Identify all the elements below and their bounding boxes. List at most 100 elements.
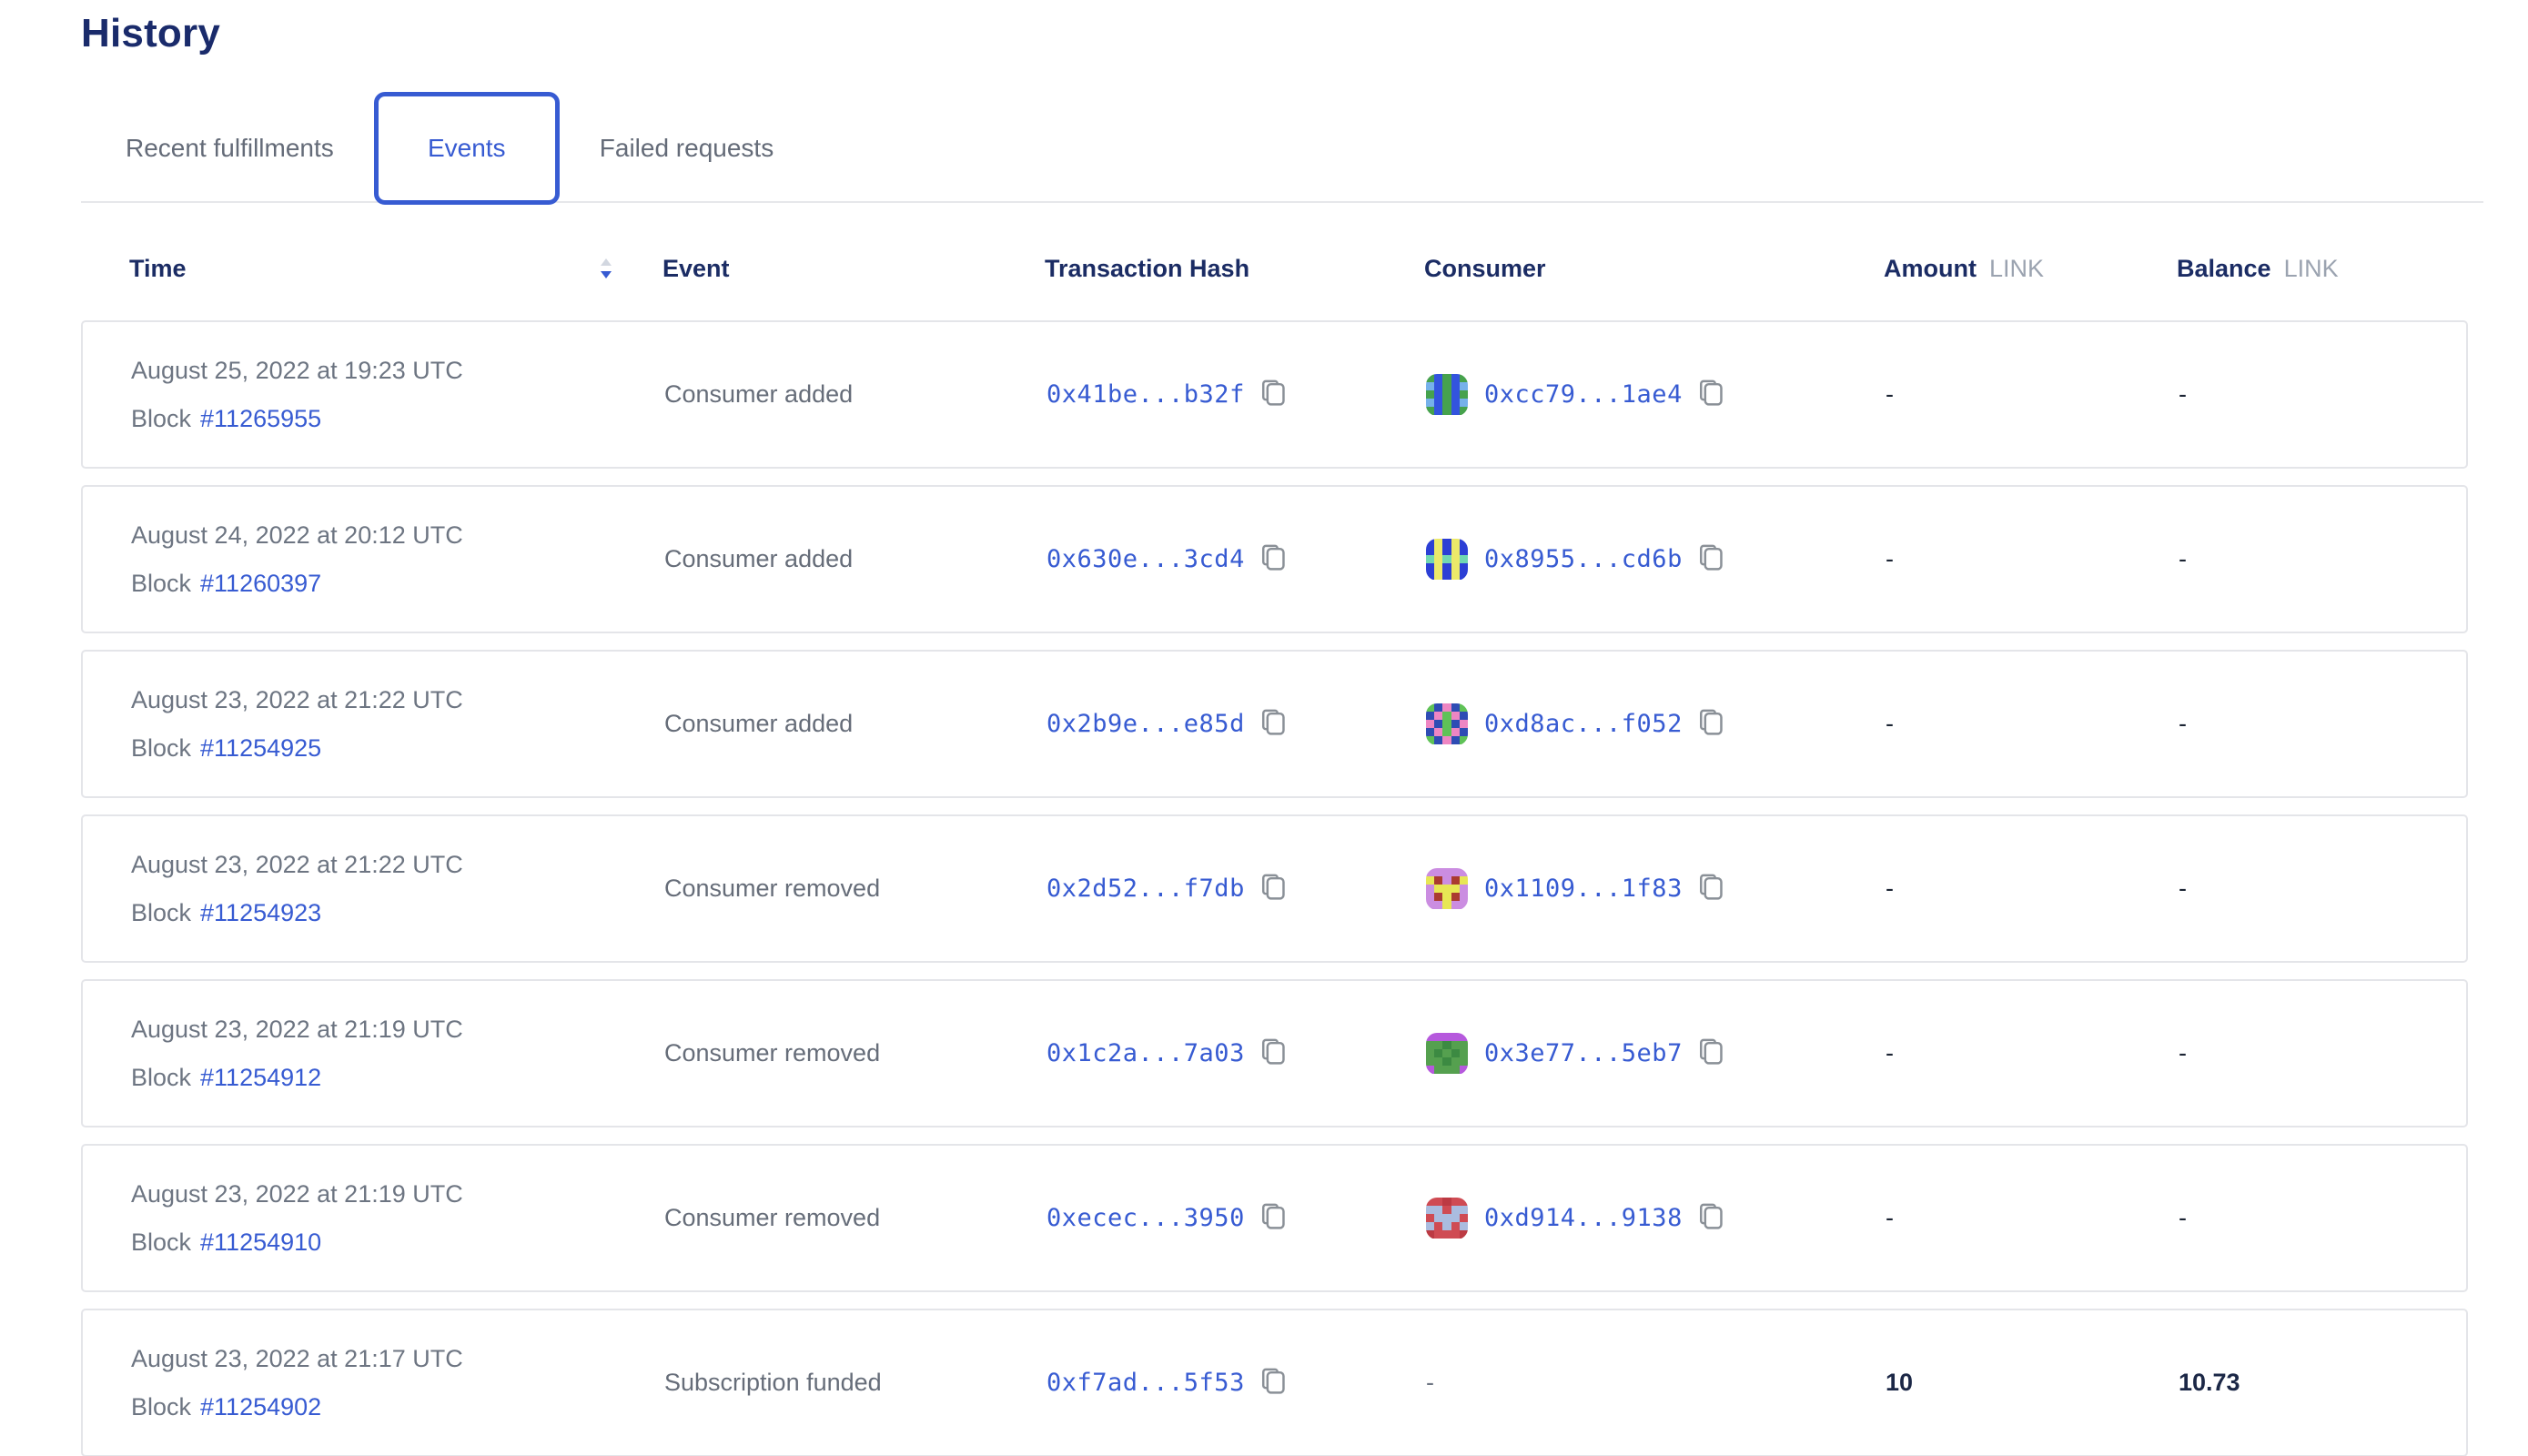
- copy-icon: [1697, 1036, 1726, 1070]
- tx-hash-cell: 0x1c2a...7a03: [1047, 1036, 1426, 1070]
- block-number-link[interactable]: #11254912: [200, 1064, 322, 1091]
- balance-unit-label: LINK: [2283, 254, 2339, 282]
- consumer-cell: -: [1426, 1369, 1886, 1397]
- copy-icon: [1259, 1366, 1289, 1400]
- table-row: August 23, 2022 at 21:17 UTC Block #11254…: [81, 1309, 2468, 1456]
- consumer-avatar: [1426, 373, 1468, 416]
- tx-hash-cell: 0x630e...3cd4: [1047, 542, 1426, 576]
- block-number-link[interactable]: #11254925: [200, 734, 322, 762]
- table-header: Time Event Transaction Hash Consumer Amo…: [81, 239, 2468, 298]
- consumer-cell: 0xcc79...1ae4: [1426, 373, 1886, 416]
- column-header-consumer: Consumer: [1424, 254, 1546, 282]
- copy-tx-hash-button[interactable]: [1259, 707, 1289, 741]
- amount-cell: -: [1886, 1204, 1894, 1231]
- column-header-event: Event: [662, 254, 730, 282]
- tab-events-active[interactable]: Events: [373, 92, 560, 205]
- balance-cell: 10.73: [2179, 1369, 2240, 1396]
- tx-hash-link[interactable]: 0x2d52...f7db: [1047, 875, 1245, 903]
- consumer-address-link[interactable]: 0xd8ac...f052: [1484, 710, 1683, 738]
- row-date: August 23, 2022 at 21:22 UTC: [131, 851, 463, 878]
- row-date: August 23, 2022 at 21:17 UTC: [131, 1345, 463, 1372]
- tab-bar: Recent fulfillments Events Failed reques…: [81, 92, 2483, 205]
- copy-tx-hash-button[interactable]: [1259, 1366, 1289, 1400]
- consumer-address-link[interactable]: 0xcc79...1ae4: [1484, 380, 1683, 409]
- tx-hash-cell: 0xecec...3950: [1047, 1201, 1426, 1235]
- copy-consumer-button[interactable]: [1697, 542, 1726, 576]
- amount-cell: -: [1886, 380, 1894, 408]
- event-cell: Consumer removed: [664, 875, 881, 902]
- block-label: Block: [131, 570, 192, 597]
- copy-tx-hash-button[interactable]: [1259, 872, 1289, 905]
- column-header-tx-hash: Transaction Hash: [1045, 254, 1250, 282]
- row-block-line: Block #11254912: [131, 1062, 664, 1093]
- tx-hash-cell: 0xf7ad...5f53: [1047, 1366, 1426, 1400]
- amount-cell: -: [1886, 1039, 1894, 1067]
- table-row: August 25, 2022 at 19:23 UTC Block #11265…: [81, 320, 2468, 469]
- tx-hash-link[interactable]: 0x2b9e...e85d: [1047, 710, 1245, 738]
- balance-cell: -: [2179, 380, 2187, 408]
- amount-header-label: Amount: [1884, 254, 1977, 282]
- copy-consumer-button[interactable]: [1697, 1201, 1726, 1235]
- block-label: Block: [131, 405, 192, 432]
- copy-icon: [1697, 707, 1726, 741]
- row-block-line: Block #11254902: [131, 1391, 664, 1422]
- copy-consumer-button[interactable]: [1697, 707, 1726, 741]
- consumer-address-link[interactable]: 0x3e77...5eb7: [1484, 1039, 1683, 1067]
- consumer-address-link[interactable]: 0x8955...cd6b: [1484, 545, 1683, 573]
- copy-consumer-button[interactable]: [1697, 378, 1726, 411]
- copy-tx-hash-button[interactable]: [1259, 378, 1289, 411]
- column-header-balance: Balance LINK: [2177, 255, 2468, 283]
- block-number-link[interactable]: #11260397: [200, 570, 322, 597]
- event-cell: Consumer added: [664, 380, 854, 408]
- row-date: August 23, 2022 at 21:19 UTC: [131, 1016, 463, 1043]
- balance-header-label: Balance: [2177, 254, 2271, 282]
- block-number-link[interactable]: #11254910: [200, 1228, 322, 1256]
- column-header-amount: Amount LINK: [1884, 255, 2177, 283]
- copy-consumer-button[interactable]: [1697, 872, 1726, 905]
- copy-icon: [1259, 707, 1289, 741]
- block-label: Block: [131, 734, 192, 762]
- block-number-link[interactable]: #11254923: [200, 899, 322, 926]
- balance-cell: -: [2179, 710, 2187, 737]
- row-date: August 25, 2022 at 19:23 UTC: [131, 357, 463, 384]
- block-number-link[interactable]: #11254902: [200, 1393, 322, 1421]
- tx-hash-link[interactable]: 0xecec...3950: [1047, 1204, 1245, 1232]
- block-label: Block: [131, 899, 192, 926]
- time-cell: August 23, 2022 at 21:22 UTC Block #11254…: [131, 684, 664, 763]
- copy-tx-hash-button[interactable]: [1259, 1201, 1289, 1235]
- copy-icon: [1259, 872, 1289, 905]
- copy-tx-hash-button[interactable]: [1259, 1036, 1289, 1070]
- block-number-link[interactable]: #11265955: [200, 405, 322, 432]
- tx-hash-link[interactable]: 0xf7ad...5f53: [1047, 1369, 1245, 1397]
- tx-hash-link[interactable]: 0x630e...3cd4: [1047, 545, 1245, 573]
- table-row: August 24, 2022 at 20:12 UTC Block #11260…: [81, 485, 2468, 633]
- block-label: Block: [131, 1228, 192, 1256]
- tab-failed-requests[interactable]: Failed requests: [599, 134, 774, 162]
- table-body: August 25, 2022 at 19:23 UTC Block #11265…: [81, 320, 2468, 1456]
- table-row: August 23, 2022 at 21:22 UTC Block #11254…: [81, 650, 2468, 798]
- consumer-avatar: [1426, 867, 1468, 910]
- copy-tx-hash-button[interactable]: [1259, 542, 1289, 576]
- copy-consumer-button[interactable]: [1697, 1036, 1726, 1070]
- row-block-line: Block #11254925: [131, 733, 664, 763]
- tx-hash-cell: 0x2b9e...e85d: [1047, 707, 1426, 741]
- consumer-address-link[interactable]: 0xd914...9138: [1484, 1204, 1683, 1232]
- table-row: August 23, 2022 at 21:19 UTC Block #11254…: [81, 1144, 2468, 1292]
- block-label: Block: [131, 1064, 192, 1091]
- consumer-avatar: [1426, 1032, 1468, 1075]
- tx-hash-link[interactable]: 0x1c2a...7a03: [1047, 1039, 1245, 1067]
- balance-cell: -: [2179, 545, 2187, 572]
- copy-icon: [1697, 872, 1726, 905]
- time-cell: August 23, 2022 at 21:19 UTC Block #11254…: [131, 1014, 664, 1093]
- consumer-address-link[interactable]: 0x1109...1f83: [1484, 875, 1683, 903]
- tx-hash-link[interactable]: 0x41be...b32f: [1047, 380, 1245, 409]
- balance-cell: -: [2179, 1204, 2187, 1231]
- time-cell: August 23, 2022 at 21:19 UTC Block #11254…: [131, 1178, 664, 1258]
- event-cell: Consumer removed: [664, 1204, 881, 1231]
- tab-recent-fulfillments[interactable]: Recent fulfillments: [126, 134, 334, 162]
- consumer-cell: 0x8955...cd6b: [1426, 538, 1886, 581]
- column-header-time[interactable]: Time: [129, 255, 662, 283]
- time-cell: August 24, 2022 at 20:12 UTC Block #11260…: [131, 520, 664, 599]
- copy-icon: [1697, 542, 1726, 576]
